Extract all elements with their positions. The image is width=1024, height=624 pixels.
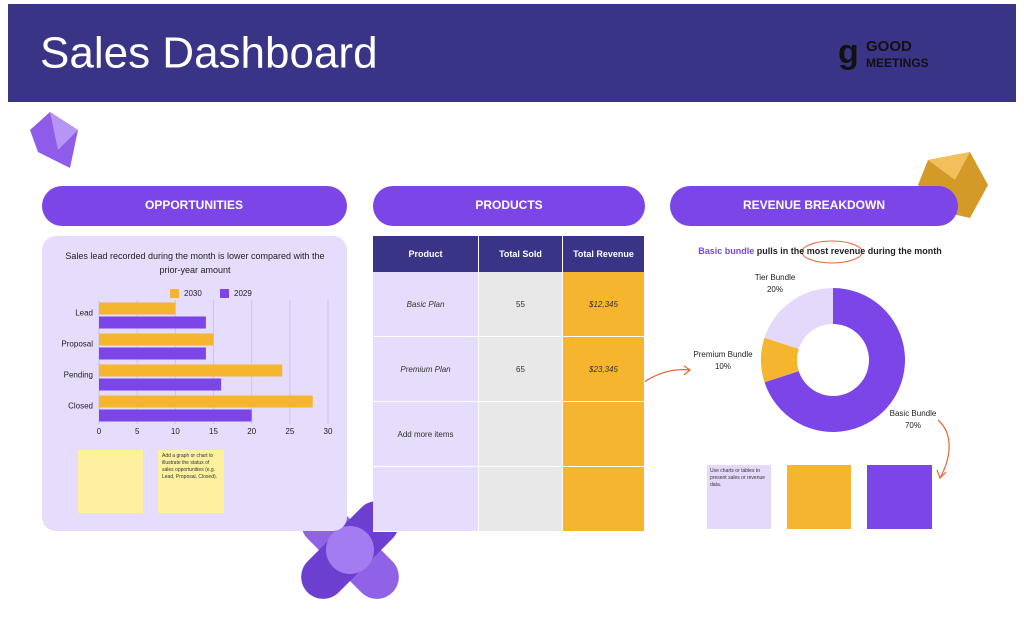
section-header xyxy=(42,186,347,226)
table-cell xyxy=(479,467,563,532)
table-row xyxy=(373,467,645,532)
legend-swatch xyxy=(170,289,179,298)
color-square xyxy=(787,465,851,529)
table-cell: Add more items xyxy=(373,402,479,467)
x-tick-label: 10 xyxy=(171,427,180,436)
table-cell xyxy=(563,402,645,467)
logo-text: GOOD xyxy=(866,38,912,55)
page-title: Sales Dashboard xyxy=(40,29,378,78)
section-title: PRODUCTS xyxy=(475,198,542,212)
bar xyxy=(99,302,176,315)
x-tick-label: 20 xyxy=(247,427,256,436)
title-part: during the month xyxy=(865,246,942,256)
table-row: Basic Plan 55 $12,345 xyxy=(373,272,645,337)
bar xyxy=(99,333,214,346)
sticky-note xyxy=(158,450,224,513)
bar xyxy=(99,364,283,377)
products-table: Product Total Sold Total Revenue Basic Plan… xyxy=(373,236,645,532)
x-tick-label: 5 xyxy=(135,427,140,436)
table-header-cell: Product xyxy=(373,236,479,272)
sticky-note xyxy=(78,450,143,513)
table-cell xyxy=(479,402,563,467)
table-cell: 55 xyxy=(479,272,563,337)
table-cell: Basic Plan xyxy=(373,272,479,337)
segment-value: 70% xyxy=(905,421,921,430)
segment-label: Premium Bundle xyxy=(693,350,753,359)
chart-title: Basic bundle pulls in the most revenue d… xyxy=(680,246,960,256)
note-square xyxy=(707,465,771,529)
note-text: Use charts or tables to present sales or… xyxy=(710,468,766,488)
donut-segment xyxy=(764,288,906,432)
highlight-circle xyxy=(801,240,863,264)
table-cell: $23,345 xyxy=(563,337,645,402)
section-title: OPPORTUNITIES xyxy=(145,198,243,212)
y-tick-label: Pending xyxy=(64,371,93,380)
legend-label: 2030 xyxy=(184,289,202,298)
bar xyxy=(99,378,222,391)
x-tick-label: 25 xyxy=(285,427,294,436)
section-header xyxy=(373,186,645,226)
segment-label: Tier Bundle xyxy=(755,273,796,282)
section-header xyxy=(670,186,958,226)
arrow xyxy=(936,469,947,480)
table-cell: 65 xyxy=(479,337,563,402)
segment-label: Basic Bundle xyxy=(890,409,937,418)
x-tick-label: 30 xyxy=(324,427,333,436)
segment-value: 10% xyxy=(715,362,731,371)
y-tick-label: Lead xyxy=(75,309,93,318)
table-header-cell: Total Revenue xyxy=(563,236,645,272)
y-tick-label: Closed xyxy=(68,402,93,411)
chart-title: Sales lead recorded during the month is … xyxy=(65,251,325,275)
table-cell xyxy=(563,467,645,532)
legend-label: 2029 xyxy=(234,289,252,298)
table-cell xyxy=(373,467,479,532)
section-title: REVENUE BREAKDOWN xyxy=(743,198,885,212)
table-row: Premium Plan 65 $23,345 xyxy=(373,337,645,402)
header-bar xyxy=(8,4,1016,102)
title-part: most revenue xyxy=(806,246,866,256)
bar xyxy=(99,347,206,360)
sticky-note-text: Add a graph or chart to illustrate the s… xyxy=(162,453,218,480)
table-cell: $12,345 xyxy=(563,272,645,337)
title-part: Basic bundle xyxy=(698,246,755,256)
bar xyxy=(99,395,313,408)
x-tick-label: 0 xyxy=(97,427,102,436)
y-tick-label: Proposal xyxy=(61,340,93,349)
decor-rock xyxy=(928,152,970,180)
logo-text: MEETINGS xyxy=(866,56,929,70)
donut-segment xyxy=(760,337,799,383)
bar xyxy=(99,316,206,329)
bar xyxy=(99,409,252,422)
table-cell: Premium Plan xyxy=(373,337,479,402)
table-row: Add more items xyxy=(373,402,645,467)
logo-mark: g xyxy=(838,33,859,71)
segment-value: 20% xyxy=(767,285,783,294)
donut-segment xyxy=(764,288,833,349)
decor-gem xyxy=(50,112,78,150)
color-square xyxy=(867,465,932,529)
legend-swatch xyxy=(220,289,229,298)
arrow xyxy=(683,365,692,376)
title-part: pulls in the xyxy=(754,246,807,256)
table-header-cell: Total Sold xyxy=(479,236,563,272)
arrow xyxy=(937,419,950,479)
x-tick-label: 15 xyxy=(209,427,218,436)
table-row: Product Total Sold Total Revenue xyxy=(373,236,645,272)
